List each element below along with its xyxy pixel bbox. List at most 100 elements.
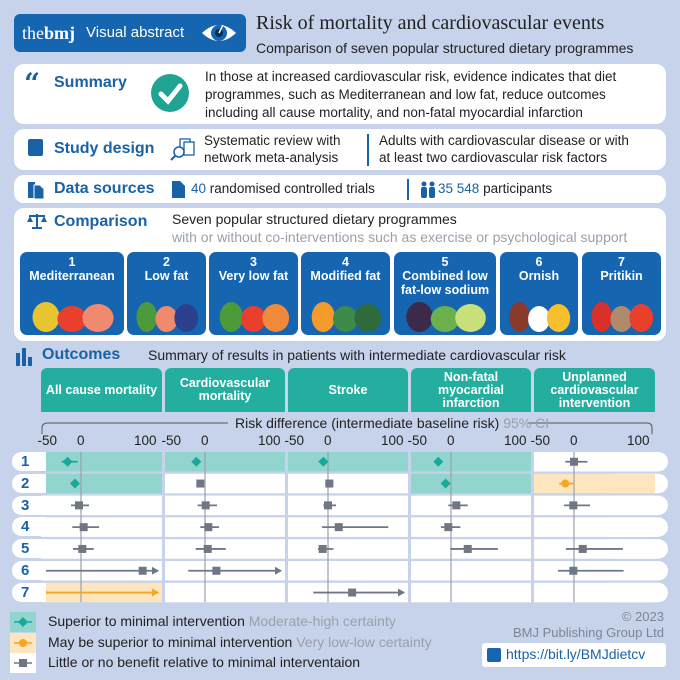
axis-bracket-left xyxy=(41,422,228,434)
bmj-visual-abstract-badge: thebmj Visual abstract xyxy=(14,14,246,52)
diet-card-4: 4 Modified fat xyxy=(301,252,390,335)
diet-name: Combined low fat-low sodium xyxy=(400,269,490,297)
point-estimate xyxy=(463,544,472,553)
row-label: 1 xyxy=(12,452,46,471)
outcome-header: Stroke xyxy=(288,368,408,412)
point-estimate xyxy=(561,479,570,488)
tick-label: 0 xyxy=(324,433,332,448)
document-search-icon xyxy=(170,138,195,161)
point-estimate xyxy=(440,478,451,489)
food-illustration-icon xyxy=(32,302,114,332)
diet-number: 3 xyxy=(250,255,257,269)
tick-label: 0 xyxy=(447,433,455,448)
outcome-header: Non-fatal myocardial infarction xyxy=(411,368,531,412)
forest-cell xyxy=(288,495,408,516)
food-illustration-icon xyxy=(219,302,290,332)
population-line-2: at least two cardiovascular risk factors xyxy=(379,150,608,165)
participants-info: 35 548 participants xyxy=(438,181,553,196)
forest-cell xyxy=(534,452,655,472)
forest-cell xyxy=(411,495,531,516)
food-illustration-icon xyxy=(136,302,199,332)
forest-cell xyxy=(411,473,531,494)
study-design-label: Study design xyxy=(54,140,155,157)
point-estimate xyxy=(570,457,578,466)
point-estimate xyxy=(433,456,444,467)
comparison-label: Comparison xyxy=(54,213,148,230)
forest-cell xyxy=(288,473,408,494)
tick-label: -50 xyxy=(530,433,551,448)
diet-card-7: 7 Pritikin xyxy=(582,252,661,335)
diet-number: 1 xyxy=(68,255,76,269)
diet-name: Pritikin xyxy=(600,269,643,283)
forest-cell xyxy=(165,473,285,494)
outcome-header: All cause mortality xyxy=(41,368,162,412)
arrow-icon xyxy=(398,588,405,597)
row-label: 3 xyxy=(12,495,46,515)
point-estimate xyxy=(62,456,73,467)
food-illustration-icon xyxy=(509,302,571,332)
outcome-header: Cardiovascular mortality xyxy=(165,368,285,412)
checkmark-icon xyxy=(151,74,189,112)
summary-label: Summary xyxy=(54,74,127,91)
diet-name: Ornish xyxy=(518,269,560,283)
diet-card-3: 3 Very low fat xyxy=(209,252,298,335)
tick-label: -50 xyxy=(37,433,58,448)
diet-number: 4 xyxy=(342,255,349,269)
study-design-card xyxy=(14,129,666,170)
legend-item: May be superior to minimal intervention … xyxy=(48,633,432,650)
point-estimate xyxy=(138,566,147,575)
point-estimate xyxy=(79,523,88,532)
forest-cell xyxy=(411,517,531,537)
forest-cell xyxy=(41,473,162,494)
tick-label: 100 xyxy=(258,433,281,448)
row-label: 4 xyxy=(12,517,46,537)
point-estimate xyxy=(348,588,357,597)
point-estimate xyxy=(69,478,80,489)
point-estimate xyxy=(204,523,213,532)
outcomes-text: Summary of results in patients with inte… xyxy=(148,347,566,363)
forest-cell xyxy=(165,452,285,472)
legend-swatch-little xyxy=(10,653,36,673)
point-estimate xyxy=(201,501,210,510)
row-label: 6 xyxy=(12,561,46,580)
point-estimate xyxy=(196,479,205,488)
link-url[interactable]: https://bit.ly/BMJdietcv xyxy=(506,646,646,662)
tick-label: -50 xyxy=(284,433,305,448)
diet-name: Mediterranean xyxy=(29,269,115,283)
row-label: 5 xyxy=(12,539,46,559)
forest-cell xyxy=(288,561,408,581)
point-estimate xyxy=(325,479,334,488)
forest-cell xyxy=(41,452,162,472)
diet-number: 7 xyxy=(618,255,625,269)
forest-cell xyxy=(288,452,408,472)
tick-label: 100 xyxy=(627,433,650,448)
legend-item: Little or no benefit relative to minimal… xyxy=(48,654,361,670)
forest-cell xyxy=(288,539,408,559)
link-box[interactable]: https://bit.ly/BMJdietcv xyxy=(482,643,666,667)
data-sources-card xyxy=(14,175,666,203)
food-illustration-icon xyxy=(311,302,382,332)
document-icon xyxy=(172,181,185,198)
forest-cell xyxy=(534,582,655,603)
bmj-logo: thebmj xyxy=(22,23,75,43)
bar-chart-icon xyxy=(16,348,32,366)
point-estimate xyxy=(203,544,212,553)
documents-icon xyxy=(28,182,45,200)
point-estimate xyxy=(78,544,87,553)
forest-cell xyxy=(534,495,655,516)
page-title: Risk of mortality and cardiovascular eve… xyxy=(256,12,605,34)
quote-icon: “ xyxy=(24,67,41,100)
copyright: © 2023 xyxy=(621,609,664,624)
food-illustration-icon xyxy=(406,302,486,332)
bmj-icon xyxy=(487,648,501,662)
point-estimate xyxy=(318,544,327,553)
trials-info: 40 randomised controlled trials xyxy=(191,181,375,196)
tick-label: -50 xyxy=(407,433,428,448)
tick-label: 0 xyxy=(77,433,85,448)
diet-number: 5 xyxy=(441,255,449,269)
pencil-icon xyxy=(28,139,43,156)
divider xyxy=(407,179,409,200)
diet-card-2: 2 Low fat xyxy=(127,252,206,335)
point-estimate xyxy=(334,523,343,532)
badge-label: Visual abstract xyxy=(86,24,185,41)
